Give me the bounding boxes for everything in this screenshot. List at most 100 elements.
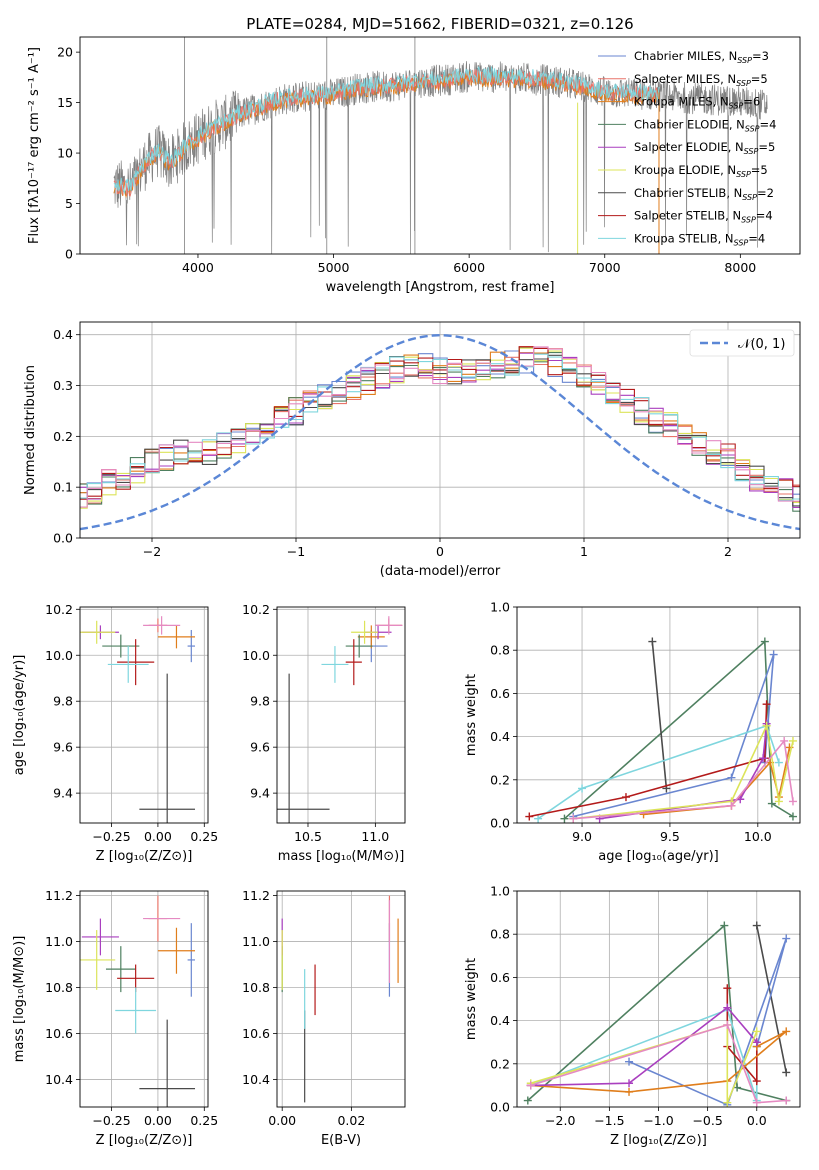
weight-series-line (530, 1023, 787, 1104)
x-axis-label: E(B-V) (321, 1133, 361, 1148)
axes-mass-vs-ebv: 0.00 0.02 10.4 10.6 10.8 11.0 11.2 E(B-V) (242, 888, 406, 1148)
y-tick-label: 10.6 (242, 1026, 270, 1041)
x-axis-label: Z [log₁₀(Z/Z⊙)] (610, 1133, 707, 1148)
x-tick-label: 0.0 (747, 1113, 767, 1128)
weight-point-marker (723, 1020, 732, 1029)
data-spectrum-line (113, 61, 768, 254)
histogram-step (80, 346, 800, 512)
plot-area (80, 616, 196, 823)
x-axis-label: Z [log₁₀(Z/Z⊙)] (96, 849, 193, 864)
plot-area (80, 333, 800, 531)
legend-entry: Kroupa MILES, NSSP=6 (634, 95, 760, 111)
legend-entry: Chabrier MILES, NSSP=3 (634, 49, 769, 65)
y-tick-label: 10.8 (45, 980, 73, 995)
legend-entry: Kroupa ELODIE, NSSP=5 (634, 163, 768, 179)
weight-point-marker (625, 1057, 634, 1066)
model-spectrum-line (113, 65, 660, 195)
weight-point-marker (523, 1096, 532, 1105)
legend-entry: Salpeter STELIB, NSSP=4 (634, 209, 773, 225)
y-tick-label: 0.8 (490, 927, 510, 942)
weight-point-marker (526, 1081, 535, 1090)
weight-point-marker (569, 814, 578, 823)
y-tick-label: 10.0 (242, 648, 270, 663)
x-tick-label: −1 (287, 544, 305, 559)
weight-point-marker (621, 793, 630, 802)
legend-entry: Chabrier ELODIE, NSSP=4 (634, 117, 776, 133)
y-tick-label: 0.4 (490, 1013, 510, 1028)
x-tick-label: 9.5 (660, 829, 680, 844)
y-tick-label: 9.8 (53, 694, 73, 709)
axes-age-vs-mass: 10.5 11.0 9.4 9.6 9.8 10.0 10.2 mass [log₁₀(M/M… (242, 602, 406, 864)
y-tick-label: 0.1 (53, 480, 73, 495)
weight-point-marker (720, 921, 729, 930)
x-tick-label: 0.25 (190, 1113, 218, 1128)
y-tick-label: 0.6 (490, 686, 510, 701)
y-tick-label: 0.0 (490, 816, 510, 831)
weight-point-marker (733, 1083, 742, 1092)
y-axis-label: age [log₁₀(age/yr)] (12, 655, 27, 776)
histogram-step (80, 346, 800, 508)
x-tick-label: 7000 (589, 260, 621, 275)
y-tick-label: 0.0 (53, 531, 73, 546)
x-tick-label: 0.00 (144, 1113, 172, 1128)
axes-mass-vs-Z: −0.25 0.00 0.25 10.4 10.6 10.8 11.0 11.2 Z [log₁… (12, 888, 218, 1148)
weight-point-marker (788, 736, 797, 745)
y-tick-label: 11.2 (242, 888, 270, 903)
axes-residuals: −2 −1 0 1 2 0.0 0.1 0.2 0.3 0.4 (data-model)/error… (23, 321, 801, 579)
weight-point-marker (625, 1087, 634, 1096)
weight-point-marker (534, 814, 543, 823)
weight-series-line (651, 641, 668, 789)
weight-point-marker (774, 758, 783, 767)
weight-series-line (563, 639, 794, 820)
y-tick-label: 1.0 (490, 884, 510, 899)
x-tick-label: 2 (724, 544, 732, 559)
axes-weight-vs-Z: −2.0 −1.5 −1.0 −0.5 0.0 0.0 0.2 0.4 0.6 0.8 1.0 Z [… (464, 884, 801, 1148)
weight-point-marker (525, 812, 534, 821)
histogram-step (80, 346, 800, 504)
y-axis-label: Normed distribution (23, 365, 38, 495)
axes-frame (276, 890, 406, 1108)
x-tick-label: 6000 (453, 260, 485, 275)
y-tick-label: 0.4 (490, 729, 510, 744)
y-tick-label: 11.0 (45, 934, 73, 949)
x-tick-label: 9.0 (572, 829, 592, 844)
y-tick-label: 0.8 (490, 643, 510, 658)
weight-point-marker (648, 637, 657, 646)
weight-point-marker (723, 1003, 732, 1012)
legend-box (689, 329, 795, 357)
y-tick-label: 15 (57, 95, 73, 110)
y-tick-label: 11.0 (242, 934, 270, 949)
y-tick-label: 0.6 (490, 970, 510, 985)
axes-frame (276, 606, 406, 824)
y-tick-label: 9.4 (250, 786, 270, 801)
y-tick-label: 9.6 (250, 740, 270, 755)
weight-point-marker (780, 736, 789, 745)
weight-point-marker (788, 797, 797, 806)
weight-point-marker (759, 754, 768, 763)
plot-area (281, 895, 399, 1103)
axes-frame (79, 321, 801, 539)
x-tick-label: 10.0 (744, 829, 772, 844)
histogram-step (80, 350, 800, 499)
x-tick-label: −1.5 (594, 1113, 624, 1128)
axes-weight-vs-age: 9.0 9.5 10.0 0.0 0.2 0.4 0.6 0.8 1.0 age [log₁₀(a… (464, 600, 801, 864)
weight-point-marker (625, 1079, 634, 1088)
y-tick-label: 0.4 (53, 327, 73, 342)
x-tick-label: 11.0 (361, 829, 389, 844)
x-axis-label: age [log₁₀(age/yr)] (598, 849, 719, 864)
weight-series-line (756, 925, 787, 1073)
weight-point-marker (752, 921, 761, 930)
y-tick-label: 10 (57, 146, 73, 161)
x-axis-label: wavelength [Angstrom, rest frame] (326, 280, 555, 295)
x-tick-label: 0.00 (268, 1113, 296, 1128)
x-tick-label: −0.25 (92, 1113, 130, 1128)
x-tick-label: 10.5 (294, 829, 322, 844)
legend-entry: Kroupa STELIB, NSSP=4 (634, 231, 765, 247)
x-axis-label: mass [log₁₀(M/M⊙)] (278, 849, 405, 864)
weight-point-marker (560, 814, 569, 823)
y-tick-label: 20 (57, 45, 73, 60)
y-tick-label: 0 (65, 247, 73, 262)
legend-entry: 𝒩(0, 1) (738, 337, 785, 352)
y-tick-label: 9.6 (53, 740, 73, 755)
y-tick-label: 10.8 (242, 980, 270, 995)
